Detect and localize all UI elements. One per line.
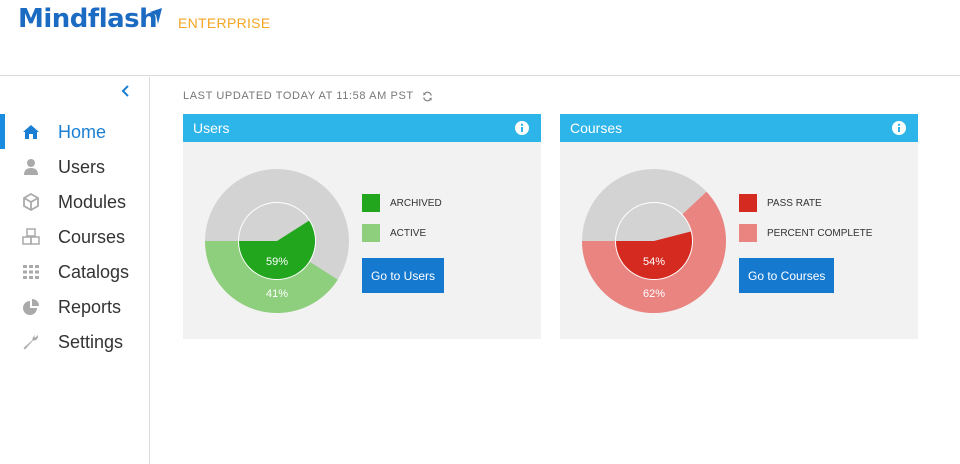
legend-label: PERCENT COMPLETE [767, 227, 873, 239]
home-icon [23, 125, 39, 139]
go-to-courses-button[interactable]: Go to Courses [739, 258, 835, 293]
refresh-icon[interactable] [422, 91, 433, 102]
last-updated-text: LAST UPDATED TODAY AT 11:58 AM PST [183, 90, 414, 102]
legend-label: PASS RATE [767, 197, 822, 209]
legend-swatch-inner [739, 194, 757, 212]
users-donut-chart: 59% 41% [205, 169, 349, 313]
grid-icon [23, 265, 39, 279]
legend-item: PASS RATE [739, 188, 872, 218]
users-panel: Users 59% 41% ARCHIVED ACTIVE Go to Users [183, 114, 541, 339]
legend-label: ARCHIVED [390, 197, 442, 209]
users-panel-header: Users [183, 114, 541, 142]
logo-mark-icon [150, 8, 162, 24]
wrench-icon [23, 334, 39, 350]
chevron-left-icon[interactable] [116, 81, 136, 101]
info-icon[interactable] [515, 121, 529, 135]
sidebar-item-label: Settings [58, 332, 124, 352]
legend-item: ACTIVE [362, 218, 442, 248]
sidebar-item-courses[interactable]: Courses [0, 219, 149, 254]
inner-percent-label: 54% [643, 256, 665, 268]
sidebar-item-settings[interactable]: Settings [0, 324, 149, 359]
outer-percent-label: 41% [266, 288, 288, 300]
courses-donut-chart: 54% 62% [582, 169, 726, 313]
legend-item: PERCENT COMPLETE [739, 218, 872, 248]
users-legend: ARCHIVED ACTIVE [362, 188, 442, 248]
pie-chart-icon [23, 299, 39, 315]
panel-title: Courses [570, 120, 623, 136]
sidebar-item-catalogs[interactable]: Catalogs [0, 254, 149, 289]
brand-name: Mindflash [18, 4, 158, 34]
go-to-users-button[interactable]: Go to Users [362, 258, 445, 293]
sidebar-item-label: Courses [58, 227, 126, 247]
courses-legend: PASS RATE PERCENT COMPLETE [739, 188, 872, 248]
outer-percent-label: 62% [643, 288, 665, 300]
courses-panel: Courses 54% 62% PASS RATE PERCENT COMPLET… [560, 114, 918, 339]
sidebar-item-label: Catalogs [58, 262, 130, 282]
legend-swatch-inner [362, 194, 380, 212]
sidebar-item-label: Modules [58, 192, 127, 212]
panel-title: Users [193, 120, 230, 136]
info-icon[interactable] [892, 121, 906, 135]
sidebar-item-label: Users [58, 157, 106, 177]
sidebar: Home Users Modules Courses [0, 77, 150, 464]
sidebar-item-label: Reports [58, 297, 122, 317]
sidebar-item-modules[interactable]: Modules [0, 184, 149, 219]
cubes-icon [22, 228, 40, 245]
cube-icon [23, 193, 39, 211]
sidebar-item-reports[interactable]: Reports [0, 289, 149, 324]
legend-item: ARCHIVED [362, 188, 442, 218]
sidebar-item-home[interactable]: Home [0, 114, 149, 149]
legend-swatch-outer [739, 224, 757, 242]
legend-swatch-outer [362, 224, 380, 242]
last-updated-status: LAST UPDATED TODAY AT 11:58 AM PST [183, 90, 433, 102]
sidebar-nav: Home Users Modules Courses [0, 114, 149, 359]
sidebar-item-users[interactable]: Users [0, 149, 149, 184]
app-header: Mindflash ENTERPRISE [0, 0, 960, 76]
sidebar-item-label: Home [58, 122, 107, 142]
user-icon [24, 159, 38, 175]
inner-ring-arc [616, 231, 692, 279]
inner-ring-arc [239, 220, 315, 279]
brand-edition: ENTERPRISE [178, 15, 271, 31]
inner-percent-label: 59% [266, 256, 288, 268]
legend-label: ACTIVE [390, 227, 427, 239]
courses-panel-header: Courses [560, 114, 918, 142]
